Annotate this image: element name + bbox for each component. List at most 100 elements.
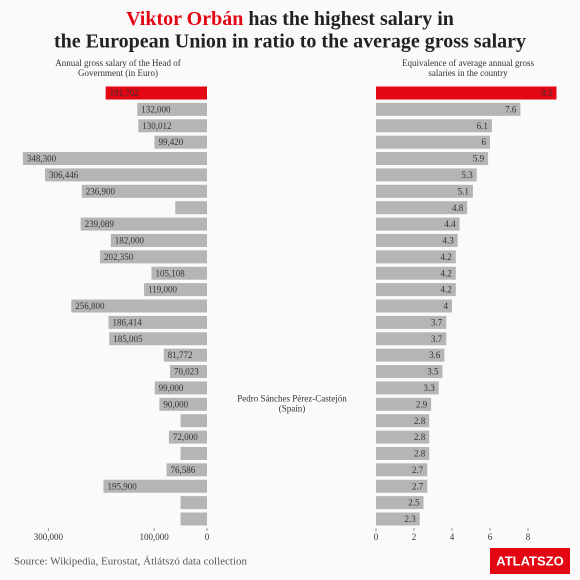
value-label: 119,000	[148, 285, 177, 295]
x-tick-label: 8	[526, 532, 531, 542]
value-label: 4.2	[441, 268, 452, 278]
bar	[180, 446, 207, 460]
value-label: 5.1	[458, 186, 469, 196]
value-label: 5.9	[473, 154, 485, 164]
value-label: 99,420	[158, 137, 183, 147]
bar	[144, 283, 207, 297]
bar	[376, 365, 443, 379]
value-label: 2.9	[416, 399, 428, 409]
bar	[376, 201, 468, 215]
bar	[376, 135, 490, 149]
axis-title-line: Government (in Euro)	[78, 68, 158, 78]
bar	[159, 397, 207, 411]
value-label: 4.2	[441, 252, 452, 262]
value-label: 70,023	[174, 367, 199, 377]
bar	[108, 315, 207, 329]
value-label: 72,000	[173, 432, 198, 442]
bar	[376, 168, 477, 182]
x-tick-label: 6	[488, 532, 493, 542]
category-line: (Spain)	[279, 403, 306, 413]
value-label: 185,005	[113, 334, 143, 344]
value-label: 6.1	[477, 121, 488, 131]
bar	[169, 365, 207, 379]
x-tick-label: 0	[205, 532, 210, 542]
bar	[168, 430, 207, 444]
bar	[376, 266, 456, 280]
bar	[376, 348, 445, 362]
bar	[154, 381, 207, 395]
bar	[103, 479, 207, 493]
bar	[376, 512, 420, 526]
bar	[71, 299, 208, 313]
bar	[376, 283, 456, 297]
value-label: 132,000	[141, 104, 171, 114]
bar	[376, 102, 521, 116]
value-label: 256,800	[75, 301, 105, 311]
bar	[376, 184, 473, 198]
bar	[376, 397, 432, 411]
bar	[22, 152, 207, 166]
bar	[163, 348, 207, 362]
value-label: 99,000	[159, 383, 184, 393]
value-label: 236,900	[86, 186, 116, 196]
bar	[376, 332, 447, 346]
value-label: 2.3	[404, 514, 416, 524]
axis-title: Equivalence of average annual gross salar…	[402, 58, 534, 78]
axis-title-line: Annual gross salary of the Head of	[55, 58, 180, 68]
x-tick-label: 300,000	[34, 532, 64, 542]
chart-title: the European Union in ratio to the avera…	[54, 31, 526, 53]
axis-title-line: Equivalence of average annual gross	[402, 58, 534, 68]
title-line: has the highest salary in	[248, 8, 454, 30]
value-label: 76,586	[171, 465, 196, 475]
value-label: 105,108	[155, 268, 185, 278]
value-label: 4.4	[444, 219, 456, 229]
value-label: 2.5	[408, 498, 420, 508]
value-label: 239,089	[85, 219, 115, 229]
value-label: 4.8	[452, 203, 464, 213]
bar	[376, 446, 430, 460]
bar	[138, 119, 207, 133]
bar	[180, 496, 207, 510]
bar	[175, 201, 207, 215]
bar	[109, 332, 207, 346]
bar	[376, 217, 460, 231]
bar	[45, 168, 208, 182]
value-label: 4.3	[442, 236, 454, 246]
value-label: 3.6	[429, 350, 441, 360]
category-label: Pedro Sánches Pérez-Castejón (Spain)	[237, 393, 347, 413]
value-label: 4	[444, 301, 449, 311]
value-label: 6	[482, 137, 487, 147]
bar	[376, 414, 430, 428]
value-label: 2.8	[414, 432, 426, 442]
bar	[376, 479, 428, 493]
source: Source: Wikipedia, Eurostat, Átlátszó da…	[14, 556, 248, 568]
bar	[376, 430, 430, 444]
value-label: 348,300	[27, 154, 57, 164]
value-label: 2.8	[414, 449, 426, 459]
x-tick-label: 4	[450, 532, 455, 542]
value-label: 81,772	[168, 350, 193, 360]
bar	[376, 86, 557, 100]
bar	[110, 233, 207, 247]
value-label: 90,000	[163, 399, 188, 409]
bar	[376, 315, 447, 329]
axis-title: Annual gross salary of the Head of Govern…	[55, 58, 180, 78]
value-label: 4.2	[441, 285, 452, 295]
x-tick-label: 2	[412, 532, 417, 542]
value-label: 2.7	[412, 481, 424, 491]
bar	[376, 299, 452, 313]
bar	[376, 250, 456, 264]
bar	[81, 184, 207, 198]
value-label: 9.5	[541, 88, 553, 98]
bar	[151, 266, 207, 280]
bar	[154, 135, 207, 149]
bar	[180, 512, 207, 526]
x-tick-label: 100,000	[140, 532, 170, 542]
value-label: 182,000	[115, 236, 145, 246]
value-label: 306,446	[49, 170, 79, 180]
value-label: 202,350	[104, 252, 134, 262]
bar	[376, 381, 439, 395]
title-highlight: Viktor Orbán	[126, 8, 243, 30]
